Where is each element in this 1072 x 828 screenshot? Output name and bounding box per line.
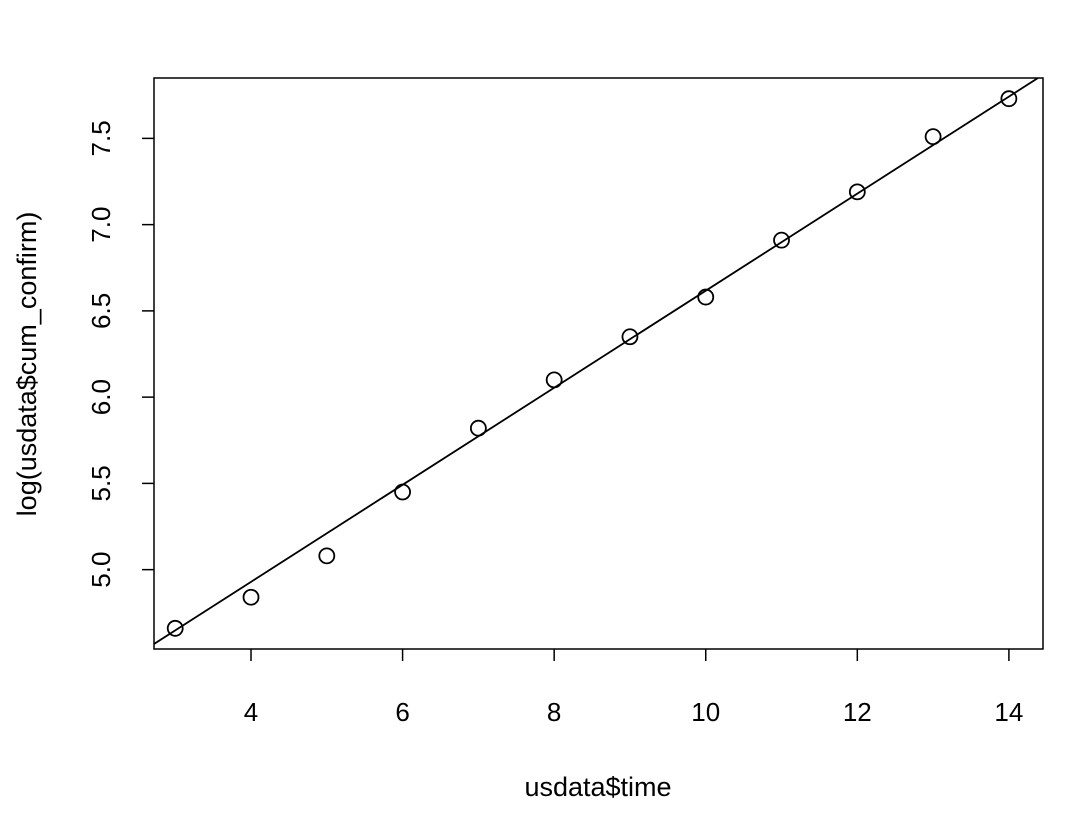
y-tick-label: 7.5 (86, 120, 116, 156)
y-tick-label: 5.5 (86, 465, 116, 501)
y-tick-label: 7.0 (86, 207, 116, 243)
data-point (469, 419, 487, 437)
y-tick-label: 5.0 (86, 552, 116, 588)
x-tick-label: 12 (843, 697, 872, 727)
x-tick-label: 6 (395, 697, 409, 727)
data-point (621, 328, 639, 346)
data-point (166, 619, 184, 637)
data-point (1000, 90, 1018, 108)
data-point (924, 128, 942, 146)
x-tick-label: 8 (547, 697, 561, 727)
x-tick-label: 14 (994, 697, 1023, 727)
data-point (318, 547, 336, 565)
plot-frame (153, 77, 1044, 650)
data-point (545, 371, 563, 389)
y-axis: 5.0 5.5 6.0 6.5 7.0 7.5 (86, 120, 154, 588)
data-point (697, 288, 715, 306)
x-tick-label: 10 (691, 697, 720, 727)
data-points (166, 90, 1018, 637)
data-point (242, 588, 260, 606)
data-point (848, 183, 866, 201)
x-axis: 4 6 8 10 12 14 (244, 649, 1023, 727)
data-point (773, 231, 790, 249)
x-tick-label: 4 (244, 697, 258, 727)
x-axis-title: usdata$time (524, 772, 671, 802)
y-axis-title: log(usdata$cum_confirm) (12, 212, 42, 517)
data-point (394, 483, 411, 501)
y-tick-label: 6.0 (86, 379, 116, 415)
y-tick-label: 6.5 (86, 293, 116, 329)
regression-line (154, 78, 1040, 645)
